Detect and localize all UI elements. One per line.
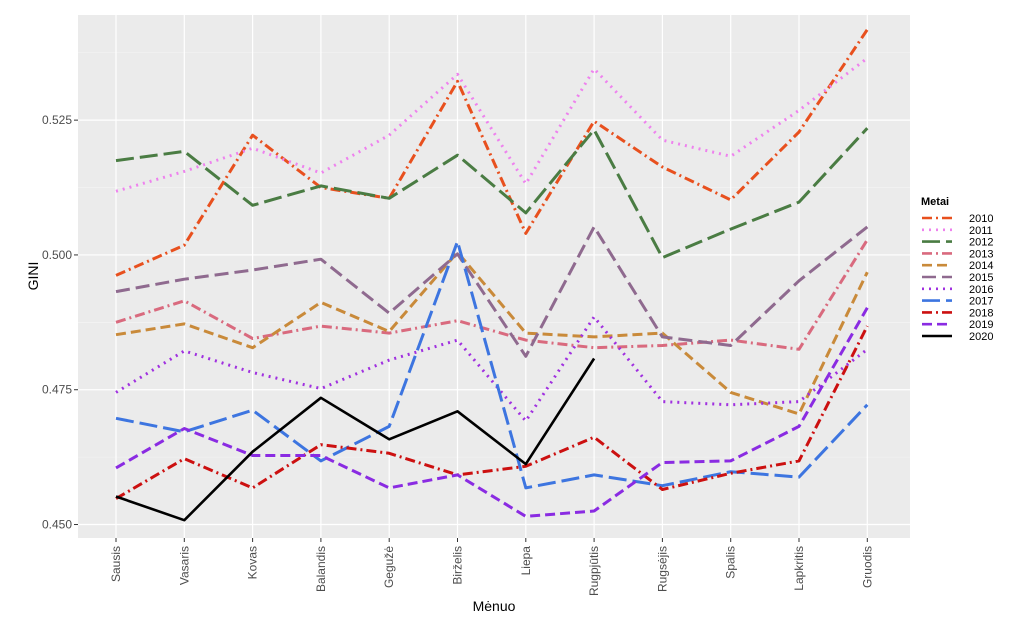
y-tick-label: 0.450 [42,518,72,532]
legend-label-2011: 2011 [969,225,993,237]
x-tick-label: Gruodis [860,546,874,588]
y-tick-label: 0.475 [42,383,72,397]
legend-label-2014: 2014 [969,260,993,272]
x-tick-label: Gegužė [382,546,396,588]
x-tick-label: Birželis [451,546,465,585]
x-tick-label: Lapkritis [792,546,806,591]
legend-label-2013: 2013 [969,248,993,260]
series-line-2013 [115,239,869,351]
legend-label-2020: 2020 [969,331,993,343]
legend-label-2017: 2017 [969,296,993,308]
legend-title: Metai [921,196,949,208]
x-tick-label: Liepa [519,546,533,576]
series-layer [115,28,869,522]
series-line-2020 [115,357,596,522]
x-tick-label: Vasaris [177,546,191,585]
series-line-2019 [115,307,869,518]
series-line-2010 [115,28,869,277]
legend-label-2010: 2010 [969,213,993,225]
x-tick-label: Sausis [109,546,123,582]
y-axis-title: GINI [25,262,41,291]
series-line-2016 [115,315,869,423]
series-line-2018 [115,325,869,500]
legend-label-2012: 2012 [969,237,993,249]
x-tick-label: Spalis [724,546,738,579]
series-line-2014 [115,250,869,416]
x-axis: Sausis Vasaris Kovas Balandis Gegužė Birželis… [109,538,874,596]
x-tick-label: Rugpjūtis [587,546,601,596]
x-tick-label: Balandis [314,546,328,592]
legend-label-2016: 2016 [969,284,993,296]
y-tick-label: 0.500 [42,248,72,262]
series-line-2015 [115,225,869,358]
legend: Metai 2010201120122013201420152016201720… [921,196,993,343]
series-line-2012 [115,127,869,260]
x-tick-label: Kovas [246,546,260,579]
legend-label-2019: 2019 [969,319,993,331]
y-axis: 0.450 0.475 0.500 0.525 [42,113,78,532]
panel-background [78,15,910,538]
y-tick-label: 0.525 [42,113,72,127]
legend-label-2018: 2018 [969,307,993,319]
legend-label-2015: 2015 [969,272,993,284]
x-tick-label: Rugsėjis [655,546,669,592]
x-axis-title: Mėnuo [473,598,516,614]
